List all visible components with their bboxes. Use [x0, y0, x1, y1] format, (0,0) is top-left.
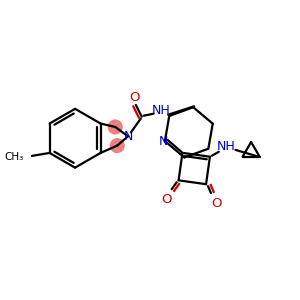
Text: O: O: [162, 194, 172, 206]
Text: N: N: [123, 130, 133, 143]
Text: O: O: [212, 197, 222, 210]
Text: CH₃: CH₃: [5, 152, 24, 162]
Text: N: N: [159, 135, 169, 148]
Text: NH: NH: [152, 104, 171, 117]
Text: NH: NH: [217, 140, 236, 153]
Circle shape: [110, 139, 124, 152]
Text: O: O: [130, 91, 140, 103]
Circle shape: [108, 120, 122, 134]
